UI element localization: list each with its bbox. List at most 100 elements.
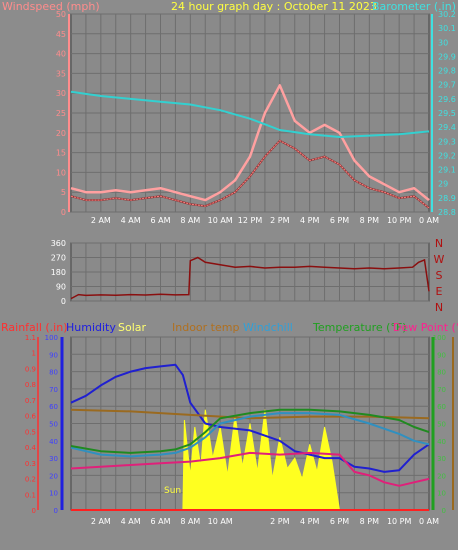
compass-label: N xyxy=(435,237,443,250)
temperature-x-tick-label: 6 AM xyxy=(150,517,170,526)
temperature-x-tick-label: 8 PM xyxy=(360,517,379,526)
humidity-tick-label: 90 xyxy=(49,351,58,359)
barometer-tick-label: 29.8 xyxy=(438,67,456,76)
temperature-x-tick-label: 2 PM xyxy=(270,517,289,526)
rainfall-tick-label: 1.1 xyxy=(25,334,36,342)
barometer-tick-label: 29.3 xyxy=(438,137,456,146)
temperature-tick-label: 0 xyxy=(442,507,446,515)
rainfall-tick-label: 0.1 xyxy=(25,491,36,499)
barometer-tick-label: 28.9 xyxy=(438,194,456,203)
direction-tick-label: 360 xyxy=(51,239,66,248)
temperature-tick-label: 70 xyxy=(437,386,446,394)
direction-tick-label: 0 xyxy=(61,297,66,306)
wind-x-tick-label: 4 PM xyxy=(300,216,319,225)
humidity-tick-label: 20 xyxy=(49,472,58,480)
barometer-y-axis: 28.8 28.9 29 29.1 29.2 29.3 29.4 29.5 29.6 29.7 29… xyxy=(431,10,456,217)
barometer-line xyxy=(70,90,430,139)
direction-grid xyxy=(71,242,429,302)
barometer-tick-label: 29.1 xyxy=(438,166,456,175)
windspeed-tick-label: 20 xyxy=(56,129,66,138)
wind-x-tick-label: 12 PM xyxy=(238,216,263,225)
rainfall-tick-label: 0.3 xyxy=(25,460,36,468)
temperature-x-tick-label: 10 AM xyxy=(208,517,233,526)
wind-x-tick-label: 2 AM xyxy=(91,216,111,225)
temperature-x-tick-label: 4 AM xyxy=(121,517,141,526)
windspeed-tick-label: 45 xyxy=(56,30,66,39)
windspeed-line xyxy=(70,140,430,209)
temperature-x-tick-label: 0 AM xyxy=(419,517,439,526)
wind-y-axis: 0 5 10 15 20 25 30 35 40 45 50 xyxy=(56,10,70,217)
sun-annotation: Sun xyxy=(164,486,181,496)
windspeed-tick-label: 25 xyxy=(56,109,66,118)
compass-label: W xyxy=(434,253,445,266)
humidity-tick-label: 80 xyxy=(49,369,58,377)
compass-label: S xyxy=(436,269,443,282)
wind-x-tick-label: 2 PM xyxy=(270,216,289,225)
windspeed-tick-label: 50 xyxy=(56,10,66,19)
windspeed-tick-label: 35 xyxy=(56,69,66,78)
rainfall-tick-label: 1 xyxy=(32,350,36,358)
direction-tick-label: 90 xyxy=(56,283,66,292)
barometer-tick-label: 30 xyxy=(438,38,448,47)
temperature-x-tick-label: 10 PM xyxy=(387,517,412,526)
humidity-tick-label: 10 xyxy=(49,490,58,498)
windspeed-axis-label: Windspeed (mph) xyxy=(2,0,100,13)
temperature-tick-label: 40 xyxy=(437,438,446,446)
windspeed-tick-label: 15 xyxy=(56,149,66,158)
barometer-tick-label: 29.7 xyxy=(438,81,456,90)
direction-series xyxy=(70,256,430,300)
temperature-f-line xyxy=(70,408,430,454)
temperature-axes: 010203040506070809010000.10.20.30.40.50.… xyxy=(25,334,454,515)
wind-x-tick-label: 8 AM xyxy=(180,216,200,225)
wind-x-tick-label: 8 PM xyxy=(360,216,379,225)
wind-x-tick-label: 10 AM xyxy=(208,216,233,225)
temperature-panel: 010203040506070809010000.10.20.30.40.50.… xyxy=(1,321,458,526)
solar-series xyxy=(182,409,341,511)
rainfall-tick-label: 0.8 xyxy=(25,381,36,389)
barometer-tick-label: 30.1 xyxy=(438,24,456,33)
humidity-tick-label: 60 xyxy=(49,403,58,411)
temperature-x-tick-label: 8 AM xyxy=(180,517,200,526)
rainfall-tick-label: 0.2 xyxy=(25,476,36,484)
wind-x-tick-label: 0 AM xyxy=(419,216,439,225)
rainfall-tick-label: 0.9 xyxy=(25,365,36,373)
barometer-tick-label: 29.5 xyxy=(438,109,456,118)
temperature-tick-label: 100 xyxy=(433,334,446,342)
solar-label: Solar xyxy=(118,321,147,334)
temperature-tick-label: 20 xyxy=(437,472,446,480)
barometer-tick-label: 30.2 xyxy=(438,10,456,19)
rainfall-tick-label: 0.4 xyxy=(25,444,37,452)
temperature-label: Temperature (°F) xyxy=(312,321,407,334)
humidity-label: Humidity xyxy=(66,321,116,334)
dewpoint-label: Dew Point (°F) xyxy=(393,321,458,334)
barometer-tick-label: 29 xyxy=(438,180,448,189)
temperature-x-axis: 2 AM 4 AM 6 AM 8 AM 10 AM 2 PM 4 PM 6 PM 8 PM 10 … xyxy=(91,517,439,526)
humidity-tick-label: 70 xyxy=(49,386,58,394)
solar-area xyxy=(182,409,341,511)
temperature-tick-label: 60 xyxy=(437,403,446,411)
chart-title: 24 hour graph day : October 11 2023 xyxy=(171,0,377,13)
humidity-tick-label: 30 xyxy=(49,455,58,463)
humidity-tick-label: 100 xyxy=(45,334,58,342)
gust-line xyxy=(70,84,430,202)
windchill-label: Windchill xyxy=(243,321,293,334)
windspeed-tick-label: 5 xyxy=(61,188,66,197)
compass-label: N xyxy=(435,301,443,314)
direction-y-axis: 0 90 180 270 360 xyxy=(51,239,66,306)
barometer-tick-label: 28.8 xyxy=(438,208,456,217)
temperature-x-tick-label: 6 PM xyxy=(330,517,349,526)
windspeed-tick-label: 30 xyxy=(56,89,66,98)
wind-grid xyxy=(71,13,429,213)
temperature-x-tick-label: 4 PM xyxy=(300,517,319,526)
wind-x-tick-label: 10 PM xyxy=(387,216,412,225)
dew-point-f-line xyxy=(70,451,430,487)
barometer-tick-label: 29.4 xyxy=(438,123,456,132)
rainfall-axis-label: Rainfall (.in) xyxy=(1,321,68,334)
direction-tick-label: 180 xyxy=(51,268,66,277)
wind-x-tick-label: 6 PM xyxy=(330,216,349,225)
temperature-tick-label: 30 xyxy=(437,455,446,463)
